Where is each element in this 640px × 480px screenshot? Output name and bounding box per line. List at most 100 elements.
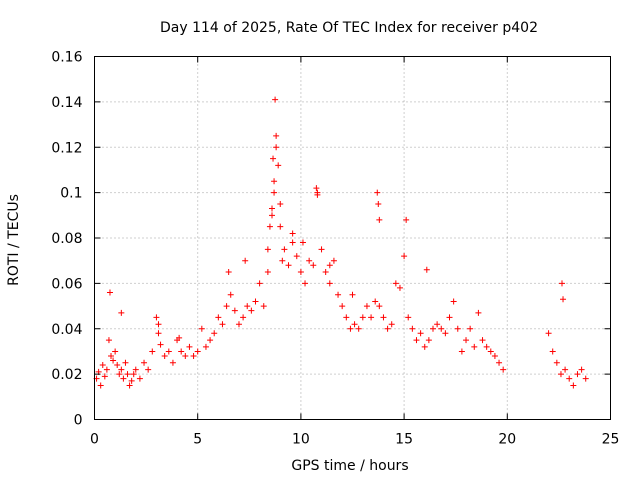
data-point xyxy=(339,303,346,310)
y-tick-label: 0 xyxy=(74,413,83,429)
data-point xyxy=(545,330,552,337)
data-point xyxy=(225,269,232,276)
data-point xyxy=(314,191,321,198)
data-point xyxy=(105,337,112,344)
data-point xyxy=(417,330,424,337)
data-point xyxy=(475,309,482,316)
data-point xyxy=(269,212,276,219)
data-point xyxy=(302,280,309,287)
data-point xyxy=(285,262,292,269)
data-point xyxy=(376,303,383,310)
data-point xyxy=(403,216,410,223)
data-point xyxy=(574,371,581,378)
data-point xyxy=(273,132,280,139)
data-point xyxy=(190,352,197,359)
data-point xyxy=(413,337,420,344)
data-point xyxy=(388,321,395,328)
data-point xyxy=(401,253,408,260)
data-point xyxy=(132,366,139,373)
data-point xyxy=(264,269,271,276)
data-point xyxy=(392,280,399,287)
x-tick-label: 15 xyxy=(395,432,413,448)
y-axis-label: ROTI / TECUs xyxy=(6,194,22,286)
data-point xyxy=(149,348,156,355)
data-point xyxy=(491,352,498,359)
x-tick-label: 5 xyxy=(193,432,202,448)
data-point xyxy=(101,373,108,380)
data-point xyxy=(235,321,242,328)
data-point xyxy=(124,371,131,378)
data-point xyxy=(500,366,507,373)
data-point xyxy=(207,337,214,344)
data-point xyxy=(277,200,284,207)
y-tick-label: 0.1 xyxy=(60,186,82,202)
data-point xyxy=(450,298,457,305)
data-point xyxy=(120,375,127,382)
data-point xyxy=(376,216,383,223)
data-point xyxy=(256,280,263,287)
y-tick-label: 0.02 xyxy=(51,367,82,383)
data-point xyxy=(202,343,209,350)
data-point xyxy=(409,325,416,332)
data-point xyxy=(281,246,288,253)
data-point xyxy=(289,230,296,237)
data-point xyxy=(215,314,222,321)
data-point xyxy=(270,155,277,162)
y-axis-ticks: 0 0.02 0.04 0.06 0.08 0.1 0.12 0.14 0.16 xyxy=(51,50,611,429)
data-point xyxy=(343,314,350,321)
data-point xyxy=(375,200,382,207)
data-point xyxy=(322,269,329,276)
data-point xyxy=(122,359,129,366)
data-point xyxy=(97,382,104,389)
data-point xyxy=(368,314,375,321)
data-point xyxy=(299,239,306,246)
data-point xyxy=(374,189,381,196)
data-point xyxy=(293,253,300,260)
data-point xyxy=(269,205,276,212)
plot-frame xyxy=(94,56,611,420)
data-point xyxy=(471,343,478,350)
grid-lines xyxy=(94,56,611,420)
data-point xyxy=(273,144,280,151)
data-point xyxy=(558,280,565,287)
x-tick-label: 25 xyxy=(602,432,620,448)
data-point xyxy=(351,321,358,328)
data-point xyxy=(99,362,106,369)
data-point xyxy=(429,325,436,332)
data-point xyxy=(380,314,387,321)
data-point xyxy=(318,246,325,253)
data-point xyxy=(153,314,160,321)
y-tick-label: 0.14 xyxy=(51,95,82,111)
data-point xyxy=(244,303,251,310)
data-points xyxy=(93,96,589,389)
data-point xyxy=(260,303,267,310)
data-point xyxy=(326,262,333,269)
data-point xyxy=(557,371,564,378)
data-point xyxy=(277,223,284,230)
x-tick-label: 10 xyxy=(292,432,310,448)
data-point xyxy=(279,257,286,264)
data-point xyxy=(467,325,474,332)
data-point xyxy=(106,289,113,296)
data-point xyxy=(458,348,465,355)
data-point xyxy=(446,314,453,321)
data-point xyxy=(297,269,304,276)
data-point xyxy=(108,352,115,359)
data-point xyxy=(275,162,282,169)
data-point xyxy=(271,178,278,185)
data-point xyxy=(219,321,226,328)
data-point xyxy=(176,334,183,341)
y-tick-label: 0.04 xyxy=(51,322,82,338)
data-point xyxy=(438,325,445,332)
data-point xyxy=(118,366,125,373)
data-point xyxy=(496,359,503,366)
data-point xyxy=(479,337,486,344)
data-point xyxy=(313,185,320,192)
data-point xyxy=(266,223,273,230)
data-point xyxy=(112,348,119,355)
data-point xyxy=(155,321,162,328)
data-point xyxy=(186,343,193,350)
data-point xyxy=(248,307,255,314)
data-point xyxy=(128,377,135,384)
